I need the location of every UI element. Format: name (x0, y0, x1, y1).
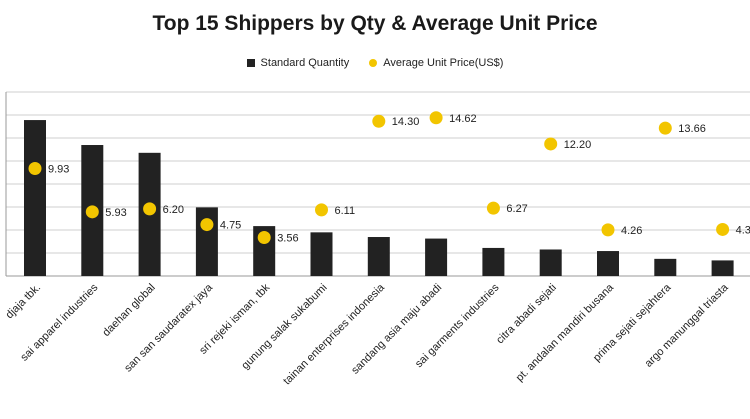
bar (597, 251, 619, 276)
bar (654, 258, 677, 276)
chart-title: Top 15 Shippers by Qty & Average Unit Pr… (152, 12, 598, 35)
bar (367, 237, 390, 276)
data-label: 9.93 (48, 164, 69, 176)
legend-label-dots: Average Unit Price(US$) (383, 57, 504, 69)
price-point (200, 218, 214, 232)
data-label: 6.27 (506, 203, 527, 215)
data-label: 6.20 (163, 204, 184, 216)
data-label: 13.66 (678, 123, 706, 135)
legend-item-bars: Standard Quantity (246, 57, 350, 69)
bar (310, 232, 333, 276)
price-point (658, 121, 672, 135)
legend: Standard Quantity Average Unit Price(US$… (0, 57, 750, 69)
price-point (429, 111, 443, 125)
bar (195, 207, 218, 276)
x-tick-label: daehan global (100, 282, 157, 339)
price-point (257, 230, 271, 244)
bar (482, 247, 505, 276)
data-label: 12.20 (564, 139, 592, 151)
bar (425, 238, 448, 276)
price-point (544, 137, 558, 151)
data-label: 14.30 (392, 116, 420, 128)
legend-swatch-bar (246, 59, 255, 67)
price-point (372, 114, 386, 128)
data-label: 5.93 (105, 207, 126, 219)
price-point (85, 205, 99, 219)
data-label: 4.26 (621, 225, 642, 237)
price-point (716, 222, 730, 236)
x-tick-label: djaja tbk. (4, 282, 44, 322)
price-point (315, 203, 328, 217)
legend-label-bars: Standard Quantity (260, 57, 350, 69)
legend-swatch-dot (369, 59, 378, 67)
bar (24, 120, 46, 276)
price-point (28, 162, 42, 176)
bar (711, 260, 734, 276)
legend-item-dots: Average Unit Price(US$) (369, 57, 503, 69)
bar (539, 249, 562, 276)
x-tick-label: tainan enterprises indonesia (281, 281, 387, 387)
price-point (601, 223, 615, 237)
price-point (486, 201, 500, 215)
price-point (143, 202, 157, 216)
data-label: 4.3 (736, 224, 750, 236)
x-tick-label: citra abadi sejati (494, 282, 559, 347)
data-label: 4.75 (220, 220, 241, 232)
data-label: 6.11 (335, 205, 356, 217)
x-tick-label: pt. andalan mandiri busana (514, 281, 617, 384)
data-label: 14.62 (449, 113, 477, 125)
data-label: 3.56 (277, 232, 298, 244)
